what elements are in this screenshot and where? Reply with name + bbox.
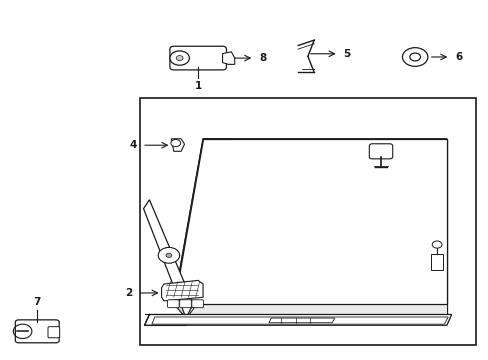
Polygon shape xyxy=(268,318,334,323)
Polygon shape xyxy=(185,139,446,318)
Polygon shape xyxy=(222,52,234,64)
Polygon shape xyxy=(173,139,446,304)
Polygon shape xyxy=(143,200,193,318)
Circle shape xyxy=(409,53,420,61)
Circle shape xyxy=(402,48,427,66)
Circle shape xyxy=(158,247,179,263)
Polygon shape xyxy=(144,315,451,325)
Circle shape xyxy=(170,139,180,147)
Text: 7: 7 xyxy=(34,297,41,307)
Text: 2: 2 xyxy=(125,288,132,298)
Polygon shape xyxy=(152,317,447,324)
Text: 8: 8 xyxy=(259,53,266,63)
FancyBboxPatch shape xyxy=(167,300,179,308)
Circle shape xyxy=(165,253,171,257)
Circle shape xyxy=(431,241,441,248)
Circle shape xyxy=(176,55,183,60)
Polygon shape xyxy=(173,139,232,318)
FancyBboxPatch shape xyxy=(15,320,59,343)
FancyBboxPatch shape xyxy=(368,144,392,159)
Text: 3: 3 xyxy=(420,146,427,156)
Circle shape xyxy=(169,51,189,65)
Polygon shape xyxy=(185,304,446,318)
FancyBboxPatch shape xyxy=(169,46,226,70)
Text: 5: 5 xyxy=(343,49,350,59)
Polygon shape xyxy=(173,139,446,304)
Text: 4: 4 xyxy=(130,140,137,150)
Bar xyxy=(140,98,475,345)
Bar xyxy=(430,253,442,270)
Text: 1: 1 xyxy=(194,81,202,91)
Polygon shape xyxy=(161,280,203,301)
FancyBboxPatch shape xyxy=(48,327,60,338)
FancyBboxPatch shape xyxy=(179,300,191,308)
Text: 6: 6 xyxy=(454,52,462,62)
Polygon shape xyxy=(171,139,184,151)
FancyBboxPatch shape xyxy=(191,300,203,308)
